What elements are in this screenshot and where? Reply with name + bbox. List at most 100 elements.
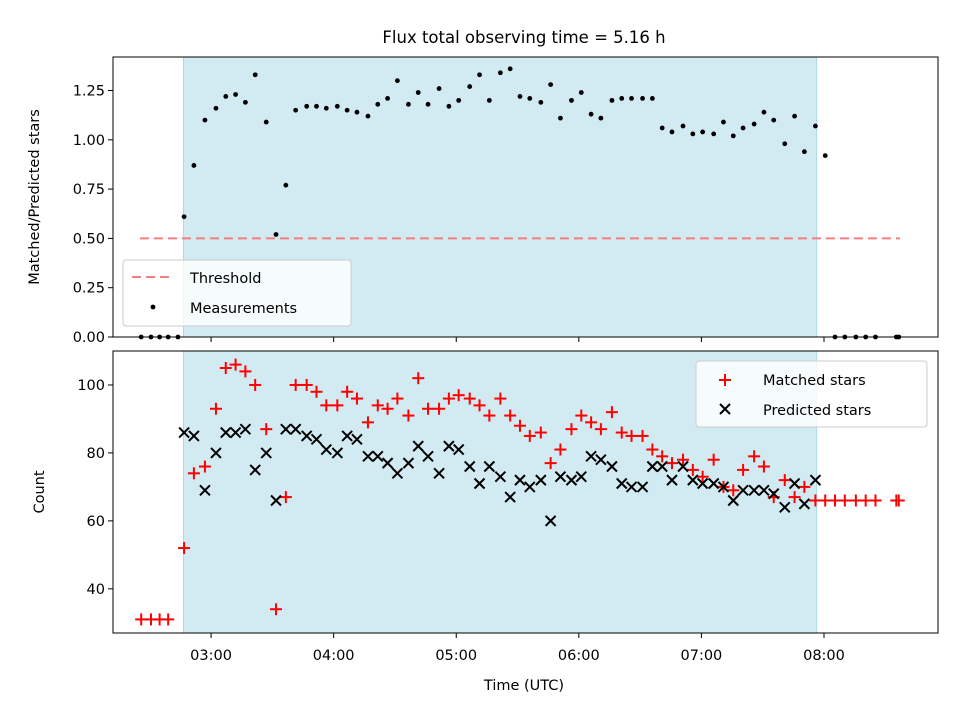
predicted-star-point <box>616 477 628 490</box>
predicted-star-point <box>779 501 791 513</box>
measurement-point <box>314 103 319 109</box>
measurement-point <box>690 131 696 137</box>
measurement-point <box>385 96 390 101</box>
predicted-star-point <box>433 467 445 480</box>
matched-star-point <box>707 453 720 466</box>
matched-star-point <box>575 409 588 422</box>
matched-star-point <box>778 474 791 487</box>
measurement-point <box>782 141 788 147</box>
x-tick-label: 07:00 <box>681 648 723 664</box>
matched-star-point <box>665 457 678 470</box>
measurement-point <box>822 153 828 158</box>
chart-title: Flux total observing time = 5.16 h <box>382 28 665 47</box>
measurement-point <box>609 97 615 103</box>
measurement-point <box>181 214 187 220</box>
measurement-point <box>507 66 513 72</box>
measurement-point <box>813 123 818 129</box>
x-tick-label: 06:00 <box>558 648 600 664</box>
predicted-star-point <box>220 426 232 439</box>
matched-star-point <box>869 494 882 507</box>
x-axis-label: Time (UTC) <box>483 678 564 694</box>
matched-star-point <box>433 402 446 415</box>
matched-star-point <box>229 358 242 371</box>
matched-star-point <box>402 409 415 422</box>
predicted-star-point <box>331 447 344 459</box>
measurement-point <box>751 121 757 127</box>
measurement-point <box>640 96 645 101</box>
matched-star-point <box>646 443 659 456</box>
matched-star-point <box>219 361 232 374</box>
matched-star-point <box>483 409 496 422</box>
measurement-point <box>233 92 238 97</box>
measurement-point <box>394 78 400 84</box>
matched-star-point <box>279 491 292 504</box>
y-tick-label: 0.25 <box>73 281 105 297</box>
measurement-point <box>761 109 767 115</box>
measurement-point <box>792 113 797 119</box>
measurement-point <box>191 163 197 168</box>
matched-star-point <box>594 423 607 436</box>
matched-star-point <box>412 372 425 385</box>
bottom-y-axis-label: Count <box>32 470 48 513</box>
measurement-point <box>740 125 746 131</box>
measurement-point <box>578 90 584 95</box>
measurement-point <box>517 94 523 99</box>
matched-star-point <box>625 429 638 442</box>
bottom-legend-box <box>695 360 928 428</box>
measurement-point <box>202 117 208 123</box>
measurement-point <box>497 70 503 76</box>
matched-star-point <box>270 603 283 616</box>
predicted-star-point <box>768 487 780 500</box>
measurement-point <box>527 96 533 101</box>
measurement-point <box>334 103 340 109</box>
top-axes-frame <box>112 56 939 338</box>
top-y-ticks: 0.00 0.25 0.50 0.75 1.00 1.25 <box>73 84 113 346</box>
predicted-star-point <box>351 433 363 446</box>
matched-star-point <box>452 389 465 402</box>
matched-star-point <box>727 484 740 497</box>
predicted-star-point <box>788 477 801 490</box>
predicted-star-point <box>636 481 649 493</box>
measurement-point <box>406 101 411 107</box>
predicted-star-point <box>585 450 597 463</box>
measurement-point <box>344 107 350 113</box>
predicted-star-point <box>249 464 261 476</box>
predicted-star-point <box>188 430 200 442</box>
matched-star-point <box>748 450 761 463</box>
x-tick-label: 04:00 <box>313 648 355 664</box>
measurement-point <box>263 119 269 125</box>
predicted-star-point <box>270 494 282 507</box>
predicted-star-point <box>320 443 333 456</box>
y-tick-label: 0.75 <box>73 182 105 198</box>
measurement-point <box>538 99 544 105</box>
top-x-ticks <box>210 337 825 342</box>
y-tick-label: 1.25 <box>73 84 105 100</box>
matched-star-point <box>260 423 273 436</box>
measurement-point <box>365 113 371 119</box>
predicted-star-point <box>452 443 465 456</box>
measurement-point <box>669 129 675 135</box>
legend-predicted-label: Predicted stars <box>763 403 871 419</box>
measurement-point <box>680 123 686 129</box>
top-y-axis-label: Matched/Predicted stars <box>27 109 43 285</box>
predicted-star-point <box>412 440 424 452</box>
bottom-x-ticks: 03:00 04:00 05:00 06:00 07:00 08:00 <box>190 633 845 664</box>
predicted-star-point <box>524 481 536 493</box>
matched-star-point <box>320 399 333 412</box>
measurement-point <box>569 97 574 103</box>
predicted-star-point <box>239 423 252 435</box>
predicted-star-point <box>535 474 547 486</box>
predicted-star-point <box>554 471 567 483</box>
predicted-star-point <box>687 474 699 486</box>
measurement-point <box>649 96 655 101</box>
legend-matched-label: Matched stars <box>763 373 866 389</box>
matched-star-point <box>341 385 354 398</box>
measurement-point <box>415 90 421 95</box>
matched-star-point <box>310 385 323 398</box>
bottom-axes-frame <box>112 350 939 634</box>
matched-star-point <box>300 378 313 391</box>
predicted-star-point <box>310 433 323 446</box>
predicted-star-point <box>514 474 526 486</box>
matched-star-point <box>249 378 262 391</box>
matched-star-point <box>239 365 252 378</box>
